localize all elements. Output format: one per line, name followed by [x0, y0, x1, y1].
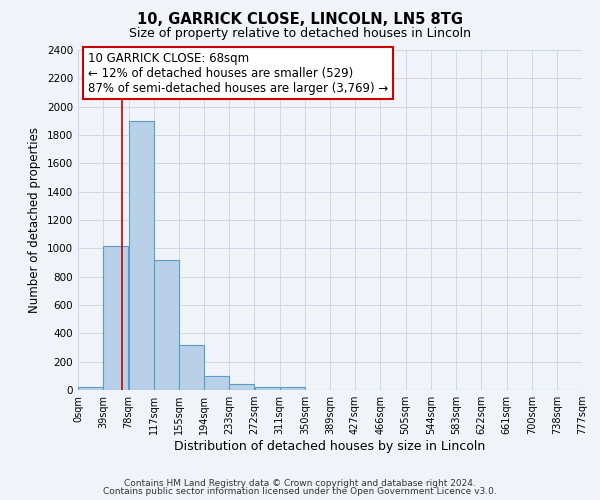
Text: Contains HM Land Registry data © Crown copyright and database right 2024.: Contains HM Land Registry data © Crown c…	[124, 478, 476, 488]
Text: 10 GARRICK CLOSE: 68sqm
← 12% of detached houses are smaller (529)
87% of semi-d: 10 GARRICK CLOSE: 68sqm ← 12% of detache…	[88, 52, 388, 94]
Bar	[103, 246, 128, 390]
Bar	[229, 384, 254, 390]
Bar	[254, 387, 280, 390]
X-axis label: Distribution of detached houses by size in Lincoln: Distribution of detached houses by size …	[175, 440, 485, 453]
Text: Size of property relative to detached houses in Lincoln: Size of property relative to detached ho…	[129, 28, 471, 40]
Y-axis label: Number of detached properties: Number of detached properties	[28, 127, 41, 313]
Bar	[204, 376, 229, 390]
Bar	[179, 344, 203, 390]
Text: 10, GARRICK CLOSE, LINCOLN, LN5 8TG: 10, GARRICK CLOSE, LINCOLN, LN5 8TG	[137, 12, 463, 28]
Bar	[78, 387, 103, 390]
Bar	[280, 387, 305, 390]
Bar	[154, 260, 179, 390]
Bar	[129, 121, 154, 390]
Text: Contains public sector information licensed under the Open Government Licence v3: Contains public sector information licen…	[103, 487, 497, 496]
